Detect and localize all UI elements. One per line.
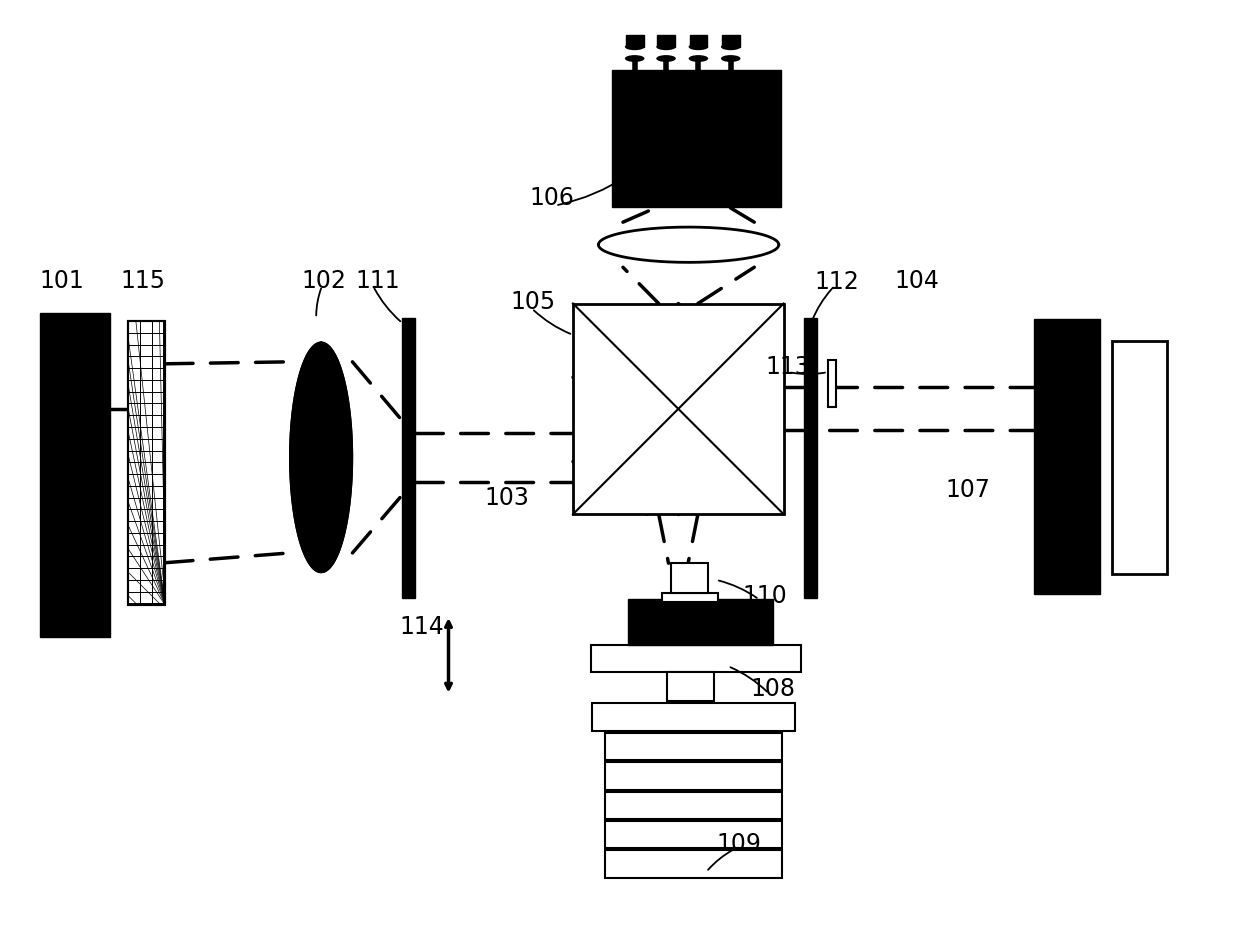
- Bar: [626, 35, 644, 47]
- Bar: [128, 321, 165, 605]
- Bar: [627, 600, 773, 645]
- Bar: [1034, 319, 1100, 594]
- Ellipse shape: [625, 55, 645, 62]
- Bar: [605, 791, 781, 819]
- Text: 像素: 像素: [637, 166, 646, 175]
- Bar: [1112, 341, 1167, 574]
- Bar: [605, 733, 781, 761]
- Text: 107: 107: [945, 478, 991, 502]
- Text: 113: 113: [765, 355, 810, 379]
- Bar: [671, 564, 708, 592]
- Text: 105: 105: [510, 289, 556, 313]
- Bar: [605, 850, 781, 878]
- Bar: [722, 35, 739, 47]
- Text: 像素: 像素: [713, 166, 723, 175]
- Text: 101: 101: [40, 269, 84, 293]
- Text: 103: 103: [485, 486, 529, 509]
- Text: 像素: 像素: [751, 166, 760, 175]
- Ellipse shape: [625, 44, 645, 50]
- Polygon shape: [290, 342, 352, 572]
- Bar: [573, 304, 784, 514]
- Text: 108: 108: [750, 677, 795, 701]
- Text: 115: 115: [120, 269, 165, 293]
- Ellipse shape: [656, 55, 676, 62]
- Bar: [605, 821, 781, 848]
- Text: 111: 111: [356, 269, 401, 293]
- Text: 109: 109: [715, 832, 761, 857]
- Ellipse shape: [688, 55, 708, 62]
- Bar: [403, 318, 415, 598]
- Bar: [667, 672, 714, 702]
- Text: 104: 104: [894, 269, 939, 293]
- Bar: [805, 318, 817, 598]
- Text: 像素: 像素: [676, 166, 684, 175]
- Ellipse shape: [720, 55, 740, 62]
- Text: 114: 114: [399, 615, 444, 639]
- Text: 110: 110: [743, 584, 787, 607]
- Ellipse shape: [688, 44, 708, 50]
- Ellipse shape: [656, 44, 676, 50]
- Text: 112: 112: [813, 270, 859, 294]
- Bar: [613, 70, 781, 208]
- Bar: [591, 704, 795, 731]
- Bar: [657, 35, 675, 47]
- Ellipse shape: [720, 44, 740, 50]
- Bar: [40, 313, 110, 637]
- Bar: [828, 361, 836, 407]
- Bar: [128, 321, 165, 605]
- Text: 106: 106: [529, 186, 574, 209]
- Bar: [605, 763, 781, 789]
- Text: 102: 102: [301, 269, 346, 293]
- Bar: [689, 35, 707, 47]
- Bar: [622, 151, 775, 188]
- Polygon shape: [599, 228, 779, 263]
- Bar: [590, 645, 801, 672]
- Bar: [662, 592, 718, 603]
